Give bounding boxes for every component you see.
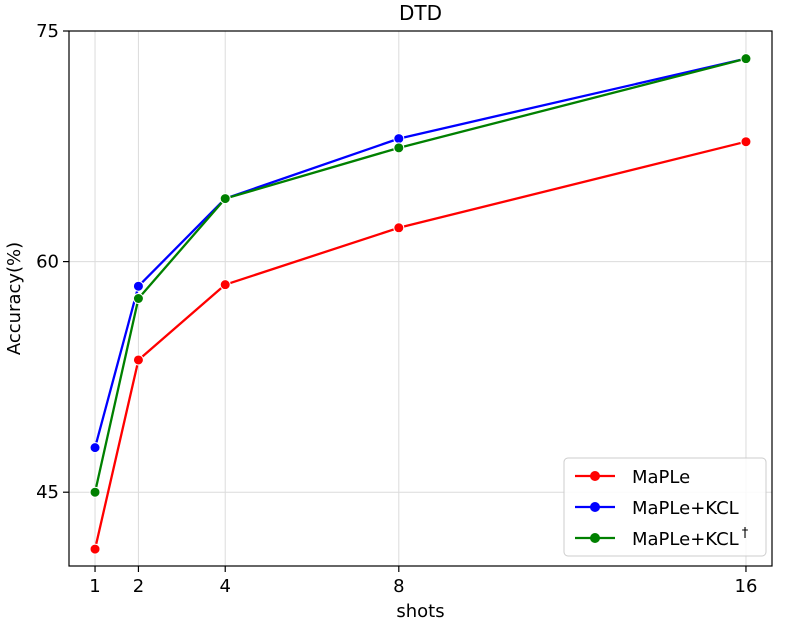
legend-label: MaPLe+KCL † (632, 526, 749, 550)
axis-ticks: 1 2 4 8 16 45 60 75 (36, 21, 757, 597)
legend-label-text: MaPLe+KCL (632, 529, 739, 550)
legend-item: MaPLe+KCL (575, 498, 739, 519)
y-axis-label: Accuracy(%) (4, 242, 25, 355)
data-point (89, 486, 101, 498)
legend-marker (590, 471, 600, 481)
series-3 (89, 53, 752, 498)
legend-label-text: MaPLe+KCL (632, 498, 739, 519)
x-tick-label: 8 (393, 576, 404, 597)
data-point (89, 442, 101, 454)
series-1 (89, 136, 752, 555)
grid-lines (69, 30, 772, 566)
data-point (393, 142, 405, 154)
legend-item: MaPLe+KCL † (575, 526, 749, 550)
data-point (132, 293, 144, 304)
legend-marker (590, 502, 600, 512)
data-point (219, 193, 231, 205)
x-tick-label: 4 (219, 576, 230, 597)
y-tick-label: 45 (36, 482, 59, 503)
series-2 (89, 53, 752, 454)
data-point (740, 53, 752, 65)
chart-title: DTD (399, 1, 442, 25)
x-tick-label: 16 (735, 576, 758, 597)
legend-label: MaPLe+KCL (632, 498, 739, 519)
data-point (132, 280, 144, 292)
legend-label-superscript: † (742, 526, 749, 541)
legend-label: MaPLe (632, 467, 690, 488)
data-point (740, 136, 752, 148)
data-point (393, 222, 405, 234)
data-point (219, 279, 231, 291)
legend-label-text: MaPLe (632, 467, 690, 488)
legend-item: MaPLe (575, 467, 690, 488)
x-axis-label: shots (396, 601, 444, 622)
plot-frame (68, 30, 773, 567)
y-tick-label: 60 (36, 252, 59, 273)
x-tick-label: 2 (133, 576, 144, 597)
legend-box (563, 457, 767, 557)
series-line (93, 57, 747, 493)
legend-marker (590, 533, 600, 543)
data-point (89, 543, 101, 555)
data-point (132, 354, 144, 366)
data-point (393, 133, 405, 145)
series-line (93, 57, 747, 448)
x-tick-label: 1 (89, 576, 100, 597)
series-layer (89, 53, 752, 555)
y-tick-label: 75 (36, 21, 59, 42)
